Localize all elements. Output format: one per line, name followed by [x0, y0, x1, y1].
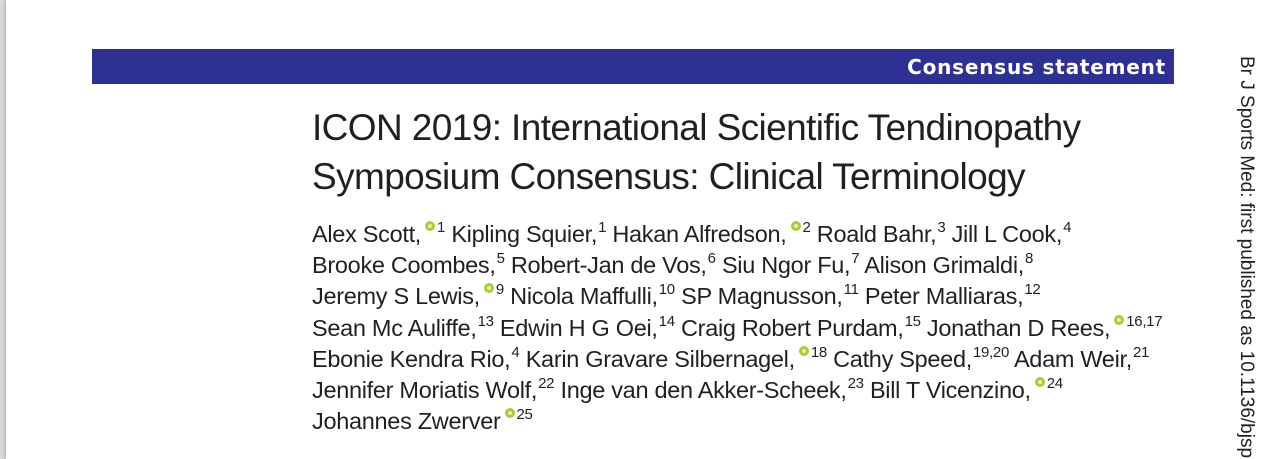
affiliation-number: 14 [658, 312, 675, 330]
affiliation-number: 7 [851, 250, 860, 268]
orcid-icon[interactable] [425, 221, 436, 231]
article-title: ICON 2019: International Scientific Tend… [312, 103, 1132, 201]
author: Ebonie Kendra Rio,4 [312, 343, 520, 372]
side-margin [1256, 0, 1271, 459]
orcid-icon[interactable] [790, 221, 801, 231]
author: Edwin H G Oei,14 [499, 312, 675, 341]
author: Kipling Squier,1 [451, 219, 607, 247]
author-row: Brooke Coombes,5 Robert-Jan de Vos,6 Siu… [312, 250, 1162, 281]
orcid-icon[interactable] [483, 283, 494, 294]
author-name: Hakan Alfredson, [612, 221, 787, 247]
author-name: Brooke Coombes, [312, 252, 496, 279]
article-page: Consensus statement ICON 2019: Internati… [6, 0, 1256, 459]
article-type-banner: Consensus statement [92, 49, 1174, 84]
running-side-text: Br J Sports Med: first published as 10.1… [1236, 56, 1257, 459]
affiliation-number: 16,17 [1126, 312, 1163, 330]
author-name: Alex Scott, [312, 221, 422, 247]
author-name: Cathy Speed, [833, 345, 972, 372]
author: Peter Malliaras,12 [864, 281, 1041, 310]
author-name: Kipling Squier, [451, 221, 598, 247]
author-name: Craig Robert Purdam, [681, 314, 904, 341]
author: Karin Gravare Silbernagel, 18 [525, 343, 828, 372]
author: Adam Weir,21 [1013, 343, 1150, 372]
author-row: Alex Scott, 1 Kipling Squier,1 Hakan Alfr… [312, 219, 1162, 250]
author: Jonathan D Rees, 16,17 [926, 312, 1163, 341]
author-name: Alison Grimaldi, [864, 252, 1024, 279]
affiliation-number: 24 [1046, 374, 1063, 392]
author-name: Peter Malliaras, [864, 283, 1024, 310]
affiliation-number: 8 [1024, 250, 1034, 268]
author-name: Nicola Maffulli, [510, 283, 658, 310]
affiliation-number: 13 [477, 312, 494, 330]
author: Inge van den Akker-Scheek,23 [560, 374, 864, 403]
orcid-icon[interactable] [798, 345, 809, 356]
author: Craig Robert Purdam,15 [681, 312, 921, 341]
article-type-label: Consensus statement [907, 55, 1166, 79]
author-name: Sean Mc Auliffe, [312, 314, 477, 341]
author-name: Roald Bahr, [816, 221, 937, 247]
author-list: Alex Scott, 1 Kipling Squier,1 Hakan Alfr… [312, 219, 1163, 437]
author: Alex Scott, 1 [312, 219, 446, 247]
affiliation-number: 19,20 [972, 343, 1009, 361]
affiliation-number: 9 [495, 281, 504, 299]
author: Sean Mc Auliffe,13 [312, 312, 494, 341]
author: Nicola Maffulli,10 [510, 281, 675, 310]
author-row: Jeremy S Lewis, 9 Nicola Maffulli,10 SP M… [312, 281, 1162, 312]
orcid-icon[interactable] [1114, 314, 1125, 325]
author-row: Jennifer Moriatis Wolf,22 Inge van den A… [312, 375, 1162, 406]
author: Roald Bahr,3 [816, 219, 946, 247]
orcid-icon[interactable] [504, 408, 515, 419]
author-name: Bill T Vicenzino, [869, 376, 1031, 403]
affiliation-number: 2 [802, 219, 811, 236]
author: Cathy Speed,19,20 [833, 343, 1009, 372]
affiliation-number: 25 [516, 406, 533, 424]
affiliation-number: 1 [598, 219, 607, 236]
affiliation-number: 10 [658, 281, 675, 299]
affiliation-number: 18 [810, 343, 827, 361]
affiliation-number: 4 [1063, 219, 1072, 236]
author: Bill T Vicenzino, 24 [869, 374, 1063, 403]
author: SP Magnusson,11 [681, 281, 859, 310]
author: Jill L Cook,4 [951, 219, 1072, 247]
author-row: Sean Mc Auliffe,13 Edwin H G Oei,14 Crai… [312, 312, 1163, 344]
author-name: Jonathan D Rees, [926, 314, 1111, 341]
article-title-line-2: Symposium Consensus: Clinical Terminolog… [312, 156, 1026, 197]
author-name: Adam Weir, [1013, 345, 1132, 372]
author-name: Johannes Zwerver [312, 408, 501, 435]
author-name: Siu Ngor Fu, [721, 252, 851, 279]
author: Johannes Zwerver 25 [312, 406, 533, 435]
affiliation-number: 3 [937, 219, 946, 236]
affiliation-number: 11 [843, 281, 859, 299]
author-name: SP Magnusson, [681, 283, 843, 310]
affiliation-number: 22 [538, 374, 555, 392]
author-name: Jill L Cook, [951, 221, 1063, 247]
author: Siu Ngor Fu,7 [721, 250, 860, 279]
author: Jeremy S Lewis, 9 [312, 281, 504, 310]
author-name: Jeremy S Lewis, [312, 283, 480, 310]
author-name: Ebonie Kendra Rio, [312, 345, 511, 372]
author: Brooke Coombes,5 [312, 250, 505, 279]
author: Jennifer Moriatis Wolf,22 [312, 374, 555, 403]
author-name: Jennifer Moriatis Wolf, [312, 376, 538, 403]
affiliation-number: 23 [847, 374, 864, 392]
affiliation-number: 1 [437, 219, 446, 236]
author: Robert-Jan de Vos,6 [510, 250, 716, 279]
author: Hakan Alfredson, 2 [612, 219, 811, 247]
affiliation-number: 6 [707, 250, 716, 268]
affiliation-number: 15 [904, 312, 921, 330]
author-name: Robert-Jan de Vos, [510, 252, 707, 279]
author-row: Ebonie Kendra Rio,4 Karin Gravare Silber… [312, 344, 1162, 375]
author-name: Inge van den Akker-Scheek, [560, 376, 847, 403]
affiliation-number: 4 [511, 343, 520, 361]
orcid-icon[interactable] [1034, 376, 1045, 387]
author-name: Karin Gravare Silbernagel, [525, 345, 795, 372]
article-title-line-1: ICON 2019: International Scientific Tend… [312, 107, 1081, 148]
author-name: Edwin H G Oei, [499, 314, 658, 341]
author-row: Johannes Zwerver 25 [312, 406, 1162, 437]
author: Alison Grimaldi,8 [864, 250, 1034, 279]
affiliation-number: 5 [496, 250, 505, 268]
affiliation-number: 12 [1024, 281, 1041, 299]
affiliation-number: 21 [1132, 343, 1150, 361]
